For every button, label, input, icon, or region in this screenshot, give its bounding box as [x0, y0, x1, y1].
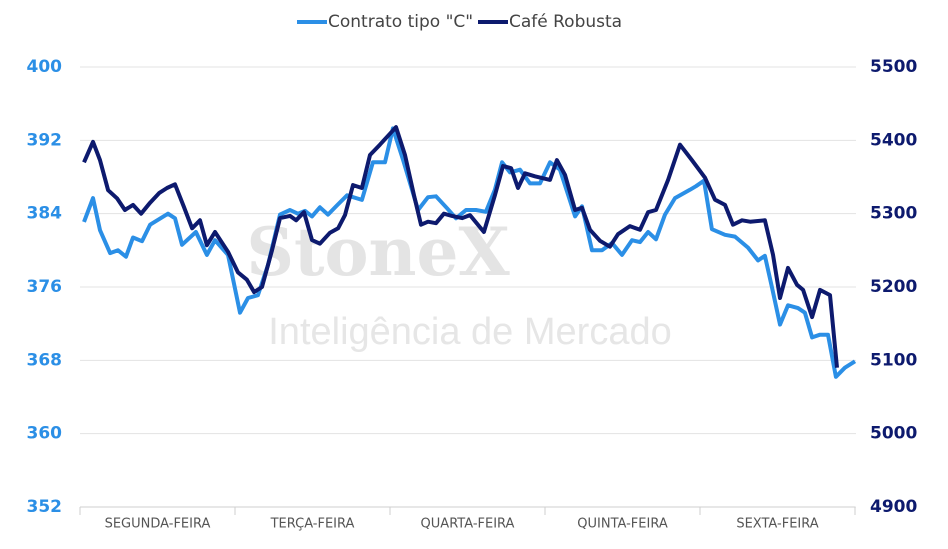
x-category-label: TERÇA-FEIRA [270, 517, 355, 532]
x-category-label: SEXTA-FEIRA [736, 517, 818, 532]
y-tick-label: 368 [27, 350, 63, 370]
y2-tick-label: 5400 [870, 130, 917, 150]
legend-label: Café Robusta [509, 12, 622, 32]
y-tick-label: 384 [27, 204, 63, 224]
y2-tick-label: 5500 [870, 57, 917, 77]
y2-tick-label: 5300 [870, 204, 917, 224]
series-line [82, 125, 839, 368]
y-tick-label: 360 [27, 424, 63, 444]
watermark-brand: StoneX [246, 213, 510, 291]
x-category-label: SEGUNDA-FEIRA [105, 517, 211, 532]
legend-label: Contrato tipo "C" [328, 12, 473, 32]
y2-tick-label: 5200 [870, 277, 917, 297]
y-tick-label: 352 [27, 497, 63, 517]
x-category-label: QUINTA-FEIRA [577, 517, 668, 532]
series-line [82, 126, 857, 379]
y-tick-label: 400 [27, 57, 63, 77]
y-tick-label: 392 [27, 130, 63, 150]
y2-tick-label: 5100 [870, 350, 917, 370]
y-tick-label: 376 [27, 277, 63, 297]
y2-tick-label: 5000 [870, 424, 917, 444]
y2-tick-label: 4900 [870, 497, 917, 517]
x-category-label: QUARTA-FEIRA [421, 517, 515, 532]
watermark-subtitle: Inteligência de Mercado [268, 311, 671, 353]
